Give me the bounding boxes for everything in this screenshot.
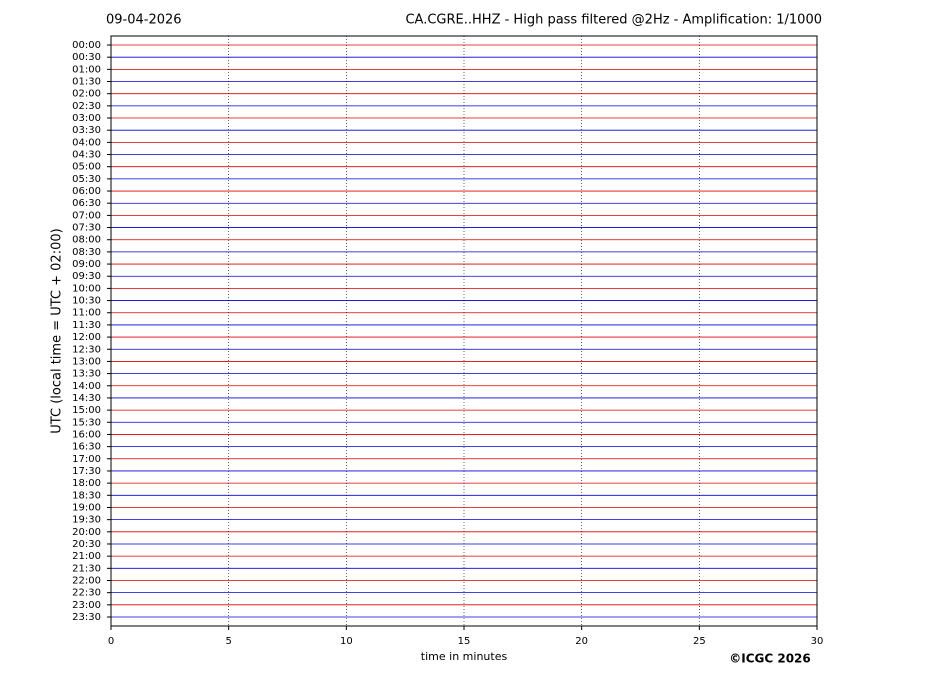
- row-label: 03:30: [72, 125, 101, 136]
- plot-frame: [110, 35, 818, 627]
- row-label: 07:00: [72, 210, 101, 221]
- row-label: 10:00: [72, 283, 101, 294]
- row-label: 02:30: [72, 101, 101, 112]
- row-label: 14:00: [72, 381, 101, 392]
- row-label: 22:30: [72, 588, 101, 599]
- row-label: 18:00: [72, 478, 101, 489]
- row-label: 16:00: [72, 429, 101, 440]
- row-label: 06:30: [72, 198, 101, 209]
- row-label: 01:00: [72, 64, 101, 75]
- x-axis-label: time in minutes: [421, 650, 508, 663]
- row-label: 21:30: [72, 563, 101, 574]
- row-label: 17:00: [72, 454, 101, 465]
- row-label: 07:30: [72, 223, 101, 234]
- row-label: 23:30: [72, 612, 101, 623]
- row-label: 14:30: [72, 393, 101, 404]
- row-label: 18:30: [72, 490, 101, 501]
- row-label: 06:00: [72, 186, 101, 197]
- row-label: 10:30: [72, 296, 101, 307]
- credit: ©ICGC 2026: [729, 652, 811, 666]
- row-label: 04:00: [72, 137, 101, 148]
- date: 09-04-2026: [106, 13, 182, 28]
- chart-title: CA.CGRE..HHZ - High pass filtered @2Hz -…: [405, 13, 822, 28]
- row-label: 21:00: [72, 551, 101, 562]
- row-label: 11:00: [72, 308, 101, 319]
- row-label: 23:00: [72, 600, 101, 611]
- x-tick-label: 5: [225, 636, 231, 647]
- y-axis-label: UTC (local time = UTC + 02:00): [50, 228, 65, 433]
- row-label: 01:30: [72, 77, 101, 88]
- row-label: 04:30: [72, 150, 101, 161]
- row-label: 17:30: [72, 466, 101, 477]
- row-label: 11:30: [72, 320, 101, 331]
- row-label: 19:00: [72, 502, 101, 513]
- row-label: 22:00: [72, 575, 101, 586]
- x-tick-label: 10: [340, 636, 353, 647]
- row-label: 05:30: [72, 174, 101, 185]
- row-label: 08:30: [72, 247, 101, 258]
- row-label: 16:30: [72, 442, 101, 453]
- row-label: 00:00: [72, 40, 101, 51]
- row-label: 09:30: [72, 271, 101, 282]
- row-label: 03:00: [72, 113, 101, 124]
- x-tick-label: 20: [575, 636, 588, 647]
- x-tick-label: 30: [811, 636, 824, 647]
- row-label: 12:00: [72, 332, 101, 343]
- row-label: 02:00: [72, 89, 101, 100]
- row-label: 20:30: [72, 539, 101, 550]
- row-label: 05:00: [72, 162, 101, 173]
- row-label: 19:30: [72, 515, 101, 526]
- row-label: 13:00: [72, 356, 101, 367]
- row-label: 09:00: [72, 259, 101, 270]
- row-label: 15:00: [72, 405, 101, 416]
- x-tick-label: 0: [108, 636, 114, 647]
- row-label: 13:30: [72, 369, 101, 380]
- row-label: 15:30: [72, 417, 101, 428]
- row-label: 12:30: [72, 344, 101, 355]
- row-label: 00:30: [72, 52, 101, 63]
- row-label: 08:00: [72, 235, 101, 246]
- row-label: 20:00: [72, 527, 101, 538]
- x-tick-label: 25: [693, 636, 706, 647]
- x-tick-label: 15: [458, 636, 471, 647]
